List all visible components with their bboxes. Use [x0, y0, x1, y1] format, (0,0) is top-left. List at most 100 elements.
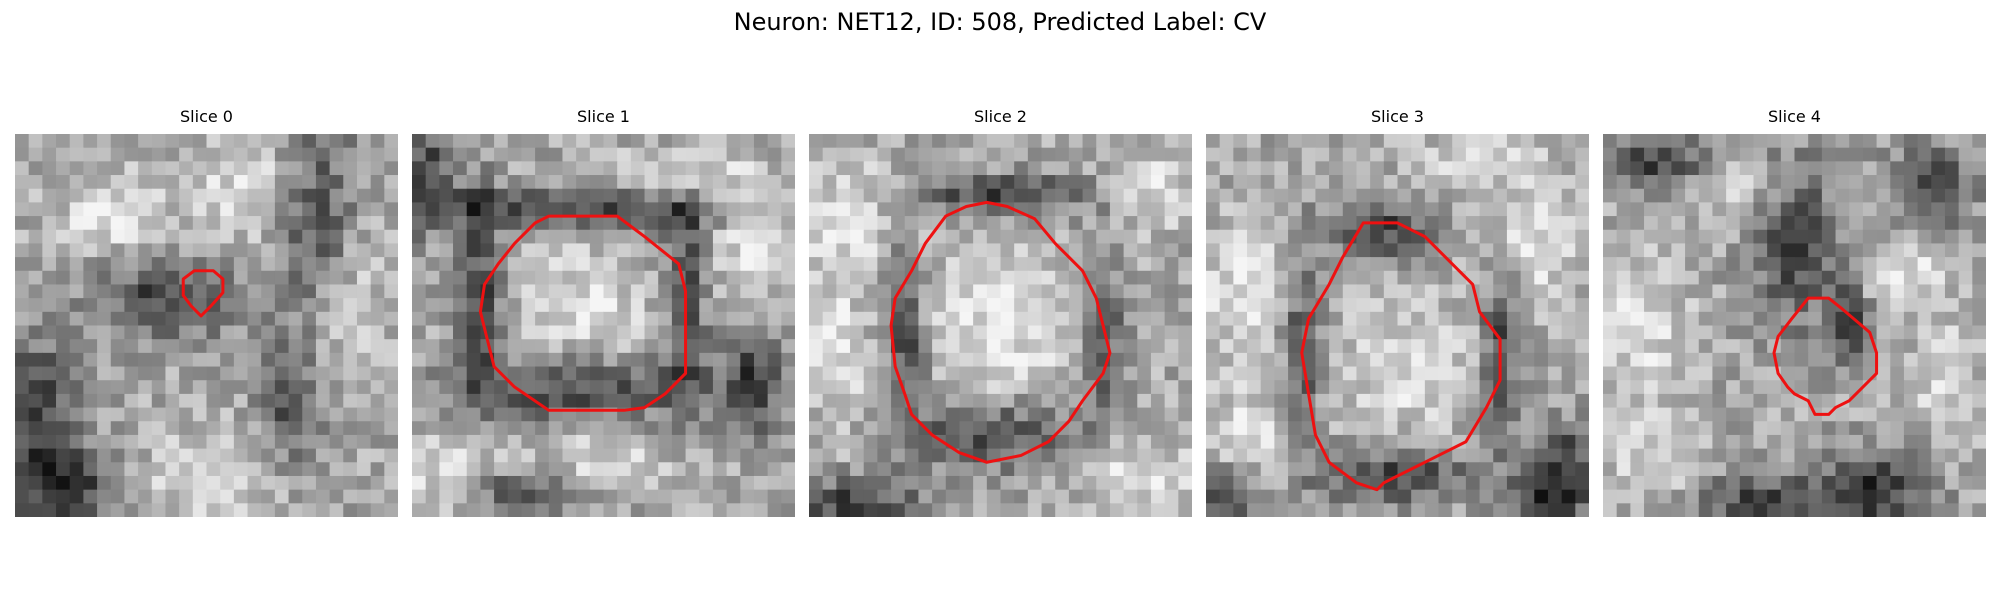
pixel	[932, 352, 947, 368]
pixel	[644, 352, 659, 368]
pixel	[425, 339, 440, 354]
pixel	[685, 284, 700, 299]
pixel	[220, 216, 235, 231]
pixel	[370, 393, 385, 409]
pixel	[1726, 298, 1741, 313]
pixel	[986, 147, 1002, 162]
pixel	[124, 311, 139, 327]
pixel	[1726, 393, 1741, 409]
pixel	[1233, 380, 1248, 395]
pixel	[1000, 366, 1015, 381]
pixel	[1630, 503, 1645, 517]
pixel	[274, 298, 290, 313]
pixel	[1164, 393, 1179, 409]
pixel	[15, 161, 30, 176]
pixel	[1726, 216, 1741, 231]
pixel	[877, 134, 892, 149]
pixel	[453, 284, 468, 299]
pixel	[1534, 475, 1549, 491]
pixel	[1603, 270, 1618, 286]
pixel	[56, 407, 71, 422]
pixel	[1411, 298, 1426, 313]
pixel	[412, 257, 427, 272]
pixel	[206, 202, 221, 217]
pixel	[753, 462, 769, 477]
pixel	[767, 325, 782, 340]
pixel	[1903, 380, 1919, 395]
pixel	[548, 352, 564, 368]
pixel	[315, 393, 331, 409]
pixel	[521, 475, 536, 491]
pixel	[959, 243, 974, 258]
pixel	[1561, 161, 1576, 176]
pixel	[1123, 503, 1138, 517]
pixel	[1958, 216, 1973, 231]
pixel	[1041, 257, 1056, 272]
pixel	[192, 366, 208, 381]
pixel	[1616, 243, 1631, 258]
pixel	[1014, 462, 1029, 477]
pixel	[1890, 284, 1905, 299]
pixel	[315, 503, 331, 517]
pixel	[753, 489, 769, 504]
pixel	[973, 503, 988, 517]
pixel	[1082, 366, 1097, 381]
pixel	[850, 421, 865, 436]
pixel	[1383, 175, 1399, 190]
pixel	[1685, 434, 1700, 450]
slice-image	[809, 134, 1192, 517]
pixel	[891, 393, 906, 409]
pixel	[1397, 243, 1412, 258]
pixel	[1644, 311, 1659, 327]
pixel	[1068, 421, 1084, 436]
pixel	[42, 298, 57, 313]
pixel	[1903, 134, 1919, 149]
pixel	[562, 448, 577, 463]
pixel	[1561, 475, 1576, 491]
pixel	[877, 352, 892, 368]
pixel	[1739, 134, 1755, 149]
pixel	[274, 270, 290, 286]
pixel	[753, 202, 769, 217]
pixel	[1698, 147, 1713, 162]
pixel	[1247, 175, 1262, 190]
pixel	[1794, 229, 1809, 244]
pixel	[1123, 202, 1138, 217]
pixel	[1534, 339, 1549, 354]
pixel	[1780, 298, 1796, 313]
pixel	[1356, 161, 1371, 176]
pixel	[1479, 270, 1494, 286]
pixel	[206, 503, 221, 517]
pixel	[932, 270, 947, 286]
panel-title: Slice 1	[577, 107, 630, 126]
pixel	[425, 380, 440, 395]
pixel	[1342, 325, 1358, 340]
pixel	[1041, 147, 1056, 162]
pixel	[1657, 325, 1672, 340]
pixel	[28, 325, 43, 340]
pixel	[822, 366, 837, 381]
pixel	[412, 229, 427, 244]
pixel	[1274, 311, 1289, 327]
pixel	[1452, 188, 1467, 203]
pixel	[630, 393, 646, 409]
pixel	[1547, 298, 1563, 313]
pixel	[535, 339, 550, 354]
pixel	[1342, 298, 1358, 313]
pixel	[384, 229, 398, 244]
pixel	[603, 393, 618, 409]
pixel	[986, 188, 1002, 203]
pixel	[494, 175, 509, 190]
pixel	[1452, 462, 1467, 477]
pixel	[1027, 257, 1043, 272]
pixel	[356, 229, 372, 244]
pixel	[1657, 366, 1672, 381]
pixel	[110, 134, 125, 149]
pixel	[1917, 475, 1932, 491]
pixel	[589, 462, 605, 477]
pixel	[877, 188, 892, 203]
pixel	[1370, 188, 1385, 203]
pixel	[767, 489, 782, 504]
pixel	[302, 298, 317, 313]
pixel	[1219, 475, 1234, 491]
